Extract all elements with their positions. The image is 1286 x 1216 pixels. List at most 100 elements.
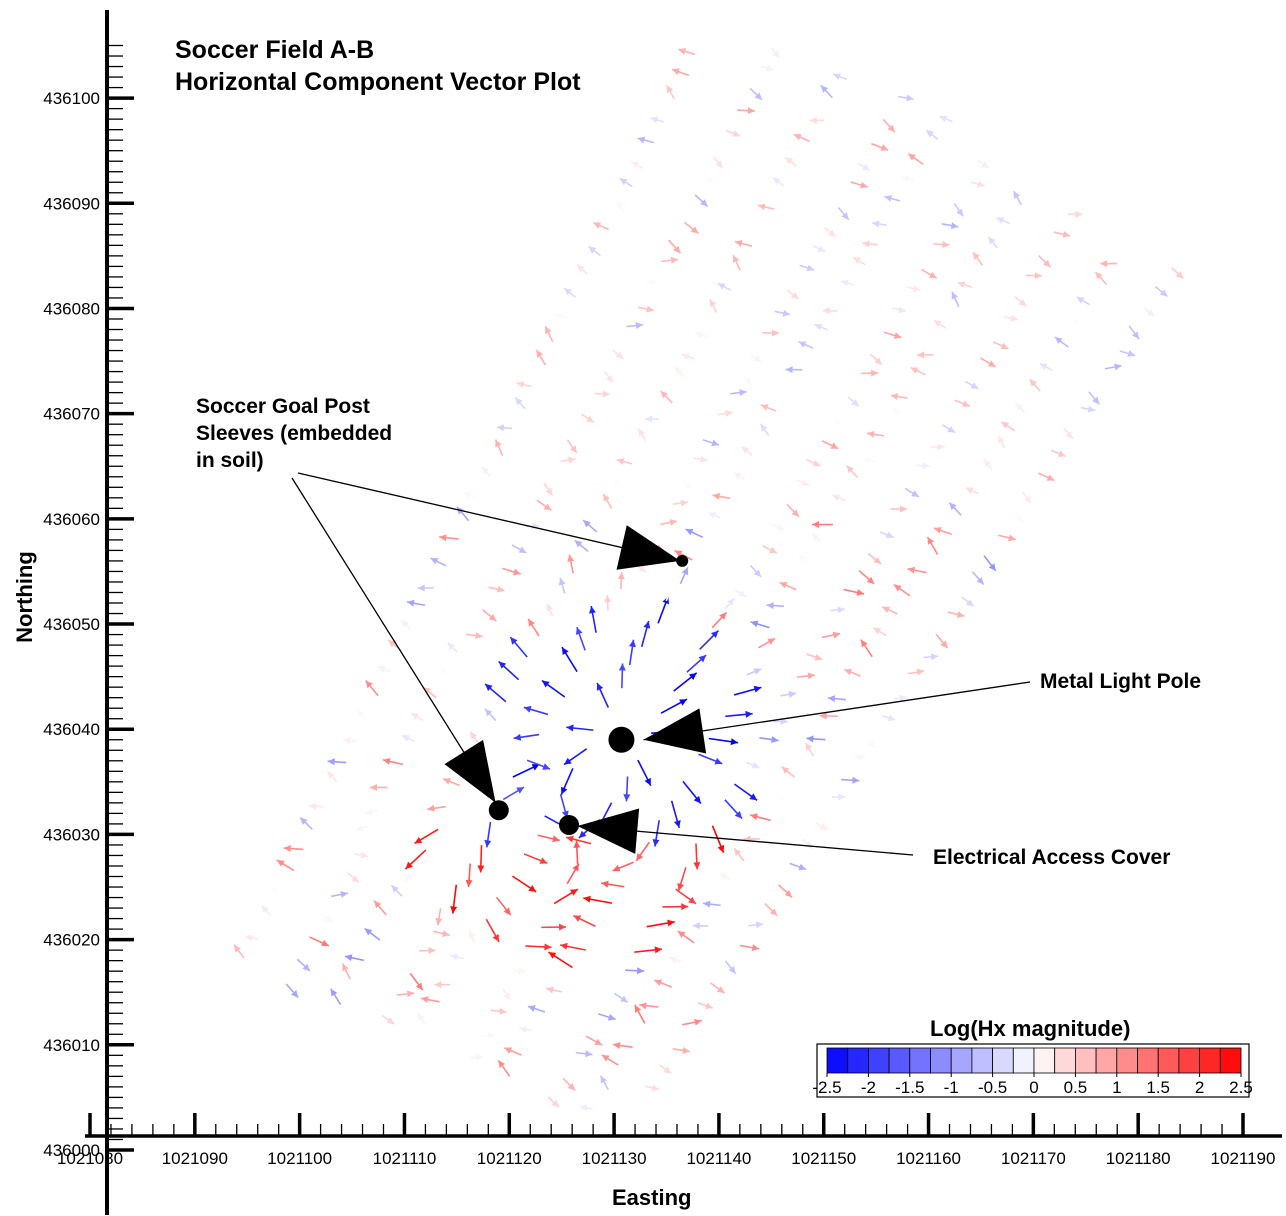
colorbar-label: 1 [1112, 1078, 1121, 1097]
vector-arrow [1094, 271, 1107, 285]
vector-arrow [519, 1026, 533, 1034]
vector-arrow [434, 981, 451, 989]
colorbar-label: -2 [861, 1078, 876, 1097]
vector-arrow [484, 708, 497, 722]
annotation-goal-post-line-1: Soccer Goal Post [196, 395, 370, 418]
vector-arrow [802, 838, 814, 850]
vector-arrow [497, 1059, 511, 1077]
colorbar-swatch [1075, 1047, 1097, 1074]
vector-arrow [382, 757, 404, 766]
vector-arrow [796, 479, 810, 487]
vector-arrow [637, 136, 655, 144]
x-axis-label: Easting [612, 1185, 692, 1210]
vector-arrow [438, 666, 450, 676]
vector-arrow [511, 875, 537, 893]
vector-arrow [309, 936, 330, 947]
y-tick-label: 436040 [43, 720, 100, 739]
vector-arrow [628, 639, 636, 666]
vector-arrow [619, 177, 633, 188]
vector-arrow [740, 445, 753, 456]
axes: 436000 436010 436020 436030 436040 436050 4360… [43, 10, 1282, 1215]
vector-arrow [785, 366, 803, 374]
vector-field [233, 47, 1184, 1112]
colorbar-label: -1 [944, 1078, 959, 1097]
vector-arrow [523, 853, 548, 864]
vector-arrow [450, 884, 458, 914]
vector-arrow [625, 967, 645, 975]
vector-arrow [710, 982, 726, 994]
vector-arrow [599, 1075, 609, 1091]
annotation-arrow [577, 808, 914, 856]
vector-arrow [561, 646, 578, 673]
y-tick-label: 436070 [43, 405, 100, 424]
vector-arrow [585, 1035, 603, 1046]
vector-arrow [276, 859, 295, 872]
annotation-arrow [643, 681, 1031, 754]
vector-arrow [1071, 317, 1082, 327]
vector-arrow [484, 821, 492, 848]
vector-arrow [1144, 307, 1156, 317]
colorbar-swatch [950, 1047, 973, 1074]
vector-arrow [1054, 336, 1069, 348]
colorbar-swatch [909, 1047, 931, 1074]
vector-arrow [821, 440, 839, 450]
vector-arrow [864, 739, 877, 748]
vector-arrow [662, 903, 689, 911]
vector-arrow [821, 631, 841, 639]
vector-arrow [893, 583, 911, 597]
vector-arrow [341, 963, 351, 980]
annotation-goal-post-line-2: Sleeves (embedded [196, 422, 393, 445]
vector-arrow [935, 633, 949, 649]
y-tick-label: 436060 [43, 510, 100, 529]
vector-arrow [847, 396, 860, 407]
vector-arrow [1119, 350, 1136, 357]
vector-arrow [537, 834, 560, 843]
vector-arrow [983, 555, 997, 572]
vector-arrow [646, 919, 675, 928]
colorbar-swatch [888, 1047, 911, 1074]
vector-arrow [668, 956, 682, 964]
vector-arrow [884, 195, 901, 202]
vector-arrow [575, 626, 586, 651]
vector-arrow [594, 390, 610, 398]
x-tick-label: 1021090 [162, 1149, 228, 1168]
vector-arrow [730, 389, 747, 397]
vector-arrow [964, 380, 979, 390]
colorbar-swatch [1137, 1047, 1159, 1074]
vector-arrow [916, 462, 930, 470]
vector-arrow [396, 990, 415, 998]
vector-arrow [660, 698, 688, 714]
vector-arrow [832, 494, 846, 502]
vector-arrow [601, 880, 625, 888]
vector-arrow [1154, 285, 1168, 298]
vector-arrow [673, 672, 698, 692]
colorbar-legend: -2.5 -2 -1.5 -1 -0.5 0 0.5 1 1.5 2 2.5 [812, 1043, 1253, 1098]
vector-arrow [477, 845, 485, 873]
vector-arrow [573, 914, 596, 928]
annotation-light-pole-text: Metal Light Pole [1040, 670, 1202, 693]
vector-arrow [742, 375, 753, 386]
vector-arrow [566, 439, 578, 454]
vector-arrow [536, 499, 552, 512]
object-marker [676, 554, 689, 567]
vector-arrow [917, 351, 934, 359]
x-tick-label: 1021110 [373, 1149, 437, 1168]
vector-arrow [709, 298, 718, 314]
vector-arrow [749, 87, 763, 101]
vector-arrow [893, 694, 907, 702]
vector-arrow [634, 1004, 646, 1024]
vector-arrow [502, 786, 525, 801]
vector-arrow [640, 620, 651, 648]
vector-arrow [527, 1005, 546, 1013]
vector-arrow [863, 456, 876, 464]
vector-arrow [659, 390, 673, 404]
x-tick-label: 1021130 [582, 1149, 647, 1168]
vector-arrow [623, 776, 631, 802]
vector-arrow [746, 761, 760, 769]
vector-arrow [809, 116, 825, 124]
vector-arrow [326, 770, 338, 783]
vector-arrow [1004, 314, 1019, 322]
vector-arrow [907, 566, 927, 574]
x-tick-label: 1021100 [267, 1149, 332, 1168]
vector-arrow [681, 353, 695, 360]
